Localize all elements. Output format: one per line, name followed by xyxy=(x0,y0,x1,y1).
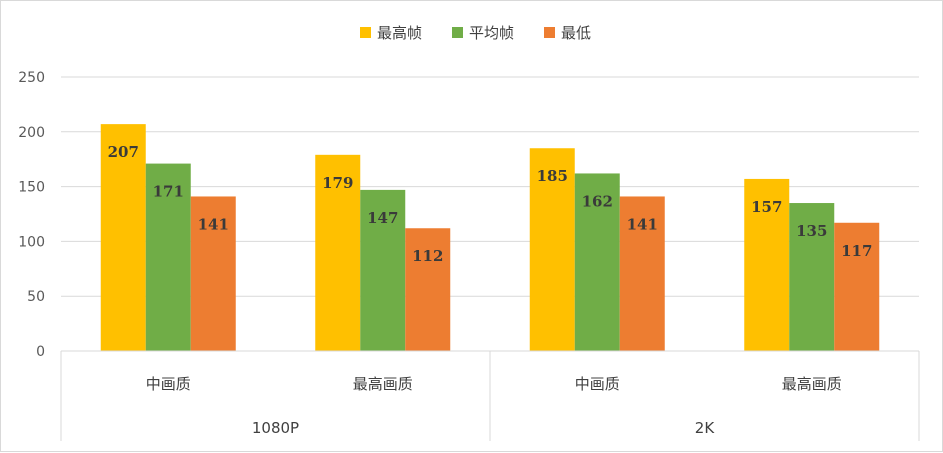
bars xyxy=(100,124,880,352)
y-tick-label: 50 xyxy=(27,289,45,305)
y-tick-label: 0 xyxy=(36,344,45,360)
legend-label: 平均帧 xyxy=(469,24,514,42)
y-tick-label: 100 xyxy=(18,234,45,250)
bar xyxy=(360,189,406,351)
legend-swatch xyxy=(544,27,555,38)
bar xyxy=(315,154,361,351)
bar xyxy=(619,196,665,351)
bar xyxy=(100,124,146,352)
x-category-label: 中画质 xyxy=(575,375,620,393)
x-category-label: 最高画质 xyxy=(353,375,413,393)
x-axis: 中画质 最高画质 1080P 中画质 最高画质 2K xyxy=(60,350,920,441)
x-category-label: 中画质 xyxy=(146,375,191,393)
bar xyxy=(145,163,191,351)
bar xyxy=(789,203,835,351)
y-tick-label: 150 xyxy=(18,180,45,196)
data-label: 141 xyxy=(627,215,658,233)
x-group-label: 2K xyxy=(695,419,716,437)
bar xyxy=(190,196,236,351)
data-label: 171 xyxy=(153,183,184,201)
data-labels: 207 171 141 179 147 112 185 162 141 157 135 117 xyxy=(108,143,873,265)
bar xyxy=(405,228,451,351)
bar xyxy=(574,173,620,351)
legend-swatch xyxy=(452,27,463,38)
data-label: 147 xyxy=(367,209,398,227)
legend-swatch xyxy=(360,27,371,38)
data-label: 179 xyxy=(322,174,353,192)
data-label: 185 xyxy=(537,167,568,185)
y-tick-label: 250 xyxy=(18,70,45,86)
y-tick-label: 200 xyxy=(18,125,45,141)
data-label: 207 xyxy=(108,143,139,161)
bar xyxy=(834,222,880,351)
x-group-label: 1080P xyxy=(252,419,299,437)
legend-label: 最低 xyxy=(561,24,591,42)
y-axis-ticks: 0 50 100 150 200 250 xyxy=(18,70,45,360)
data-label: 141 xyxy=(198,215,229,233)
legend: 最高帧 平均帧 最低 xyxy=(360,24,591,42)
x-category-label: 最高画质 xyxy=(782,375,842,393)
bar xyxy=(529,148,575,351)
data-label: 117 xyxy=(841,242,872,260)
data-label: 157 xyxy=(751,198,782,216)
legend-label: 最高帧 xyxy=(377,24,422,42)
data-label: 162 xyxy=(582,192,613,210)
data-label: 135 xyxy=(796,222,827,240)
data-label: 112 xyxy=(412,247,443,265)
bar xyxy=(744,178,790,351)
